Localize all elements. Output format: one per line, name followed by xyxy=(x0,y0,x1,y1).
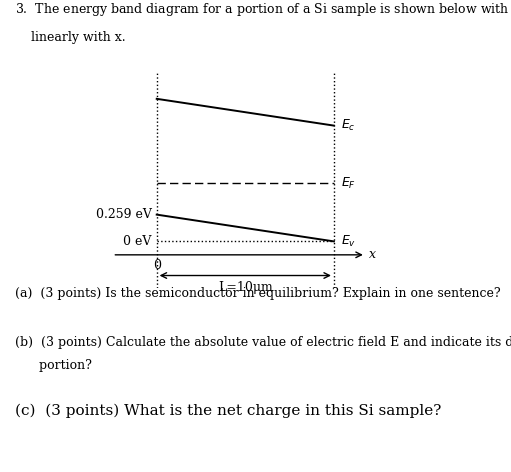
Text: 3.  The energy band diagram for a portion of a Si sample is shown below with $E_: 3. The energy band diagram for a portion… xyxy=(15,0,511,17)
Text: (c)  (3 points) What is the net charge in this Si sample?: (c) (3 points) What is the net charge in… xyxy=(15,404,442,418)
Text: $E_F$: $E_F$ xyxy=(341,176,356,191)
Text: (b)  (3 points) Calculate the absolute value of electric field E and indicate it: (b) (3 points) Calculate the absolute va… xyxy=(15,336,511,349)
Text: 0.259 eV: 0.259 eV xyxy=(96,208,151,221)
Text: portion?: portion? xyxy=(15,359,92,372)
Text: $E_c$: $E_c$ xyxy=(341,118,356,133)
Text: L=10μm: L=10μm xyxy=(218,281,273,294)
Text: 0 eV: 0 eV xyxy=(123,235,151,248)
Text: linearly with x.: linearly with x. xyxy=(15,31,126,44)
Text: 0: 0 xyxy=(153,259,160,272)
Text: x: x xyxy=(369,248,376,261)
Text: (a)  (3 points) Is the semiconductor in equilibrium? Explain in one sentence?: (a) (3 points) Is the semiconductor in e… xyxy=(15,287,501,300)
Text: $E_v$: $E_v$ xyxy=(341,234,356,249)
